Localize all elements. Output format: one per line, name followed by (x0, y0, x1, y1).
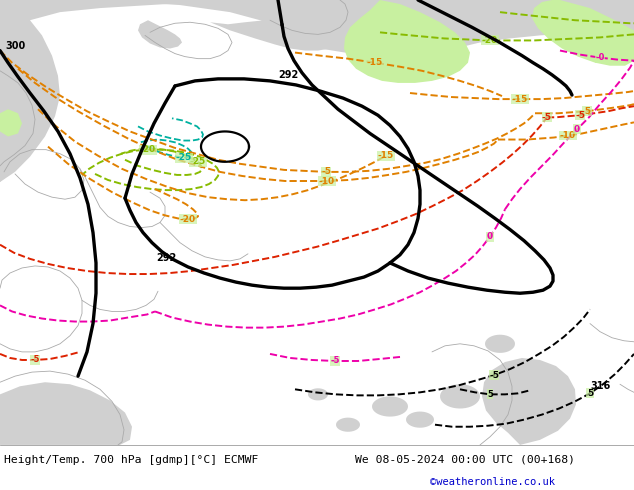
Polygon shape (336, 417, 360, 432)
Text: ©weatheronline.co.uk: ©weatheronline.co.uk (430, 477, 555, 487)
Polygon shape (0, 0, 634, 30)
Text: 0: 0 (574, 125, 580, 134)
Polygon shape (532, 0, 634, 66)
Polygon shape (0, 0, 60, 182)
Text: 316: 316 (590, 381, 611, 392)
Polygon shape (308, 388, 328, 400)
Text: -5: -5 (582, 107, 592, 116)
Text: 5: 5 (487, 390, 493, 399)
Text: -5: -5 (30, 355, 40, 365)
Polygon shape (344, 0, 470, 83)
Text: -25: -25 (176, 153, 192, 162)
Polygon shape (406, 412, 434, 428)
Text: -5: -5 (321, 168, 331, 176)
Text: 292: 292 (278, 70, 298, 80)
Text: -10: -10 (560, 131, 576, 140)
Text: 292: 292 (156, 253, 176, 263)
Text: -5: -5 (575, 111, 585, 120)
Text: -20: -20 (180, 215, 196, 224)
Polygon shape (0, 68, 38, 182)
Text: -5: -5 (542, 113, 552, 122)
Text: We 08-05-2024 00:00 UTC (00+168): We 08-05-2024 00:00 UTC (00+168) (355, 455, 575, 465)
Polygon shape (485, 335, 515, 353)
Text: -20: -20 (140, 145, 156, 154)
Polygon shape (138, 20, 182, 49)
Text: -25: -25 (190, 157, 206, 166)
Polygon shape (372, 396, 408, 416)
Text: 5: 5 (587, 389, 593, 398)
Text: -0: -0 (595, 53, 605, 62)
Text: Height/Temp. 700 hPa [gdmp][°C] ECMWF: Height/Temp. 700 hPa [gdmp][°C] ECMWF (4, 455, 259, 465)
Text: -15: -15 (378, 151, 394, 160)
Text: -15: -15 (512, 95, 528, 103)
Text: 0: 0 (487, 232, 493, 241)
Text: -10: -10 (319, 176, 335, 186)
Polygon shape (0, 109, 22, 137)
Text: -15: -15 (367, 58, 383, 67)
Polygon shape (280, 17, 330, 30)
Polygon shape (0, 382, 132, 445)
Text: 300: 300 (5, 41, 25, 50)
Text: -20: -20 (482, 36, 498, 45)
Polygon shape (482, 358, 576, 445)
Polygon shape (440, 384, 480, 409)
Text: -5: -5 (330, 357, 340, 366)
Polygon shape (210, 19, 345, 50)
Text: -5: -5 (489, 370, 499, 380)
Polygon shape (0, 0, 634, 54)
